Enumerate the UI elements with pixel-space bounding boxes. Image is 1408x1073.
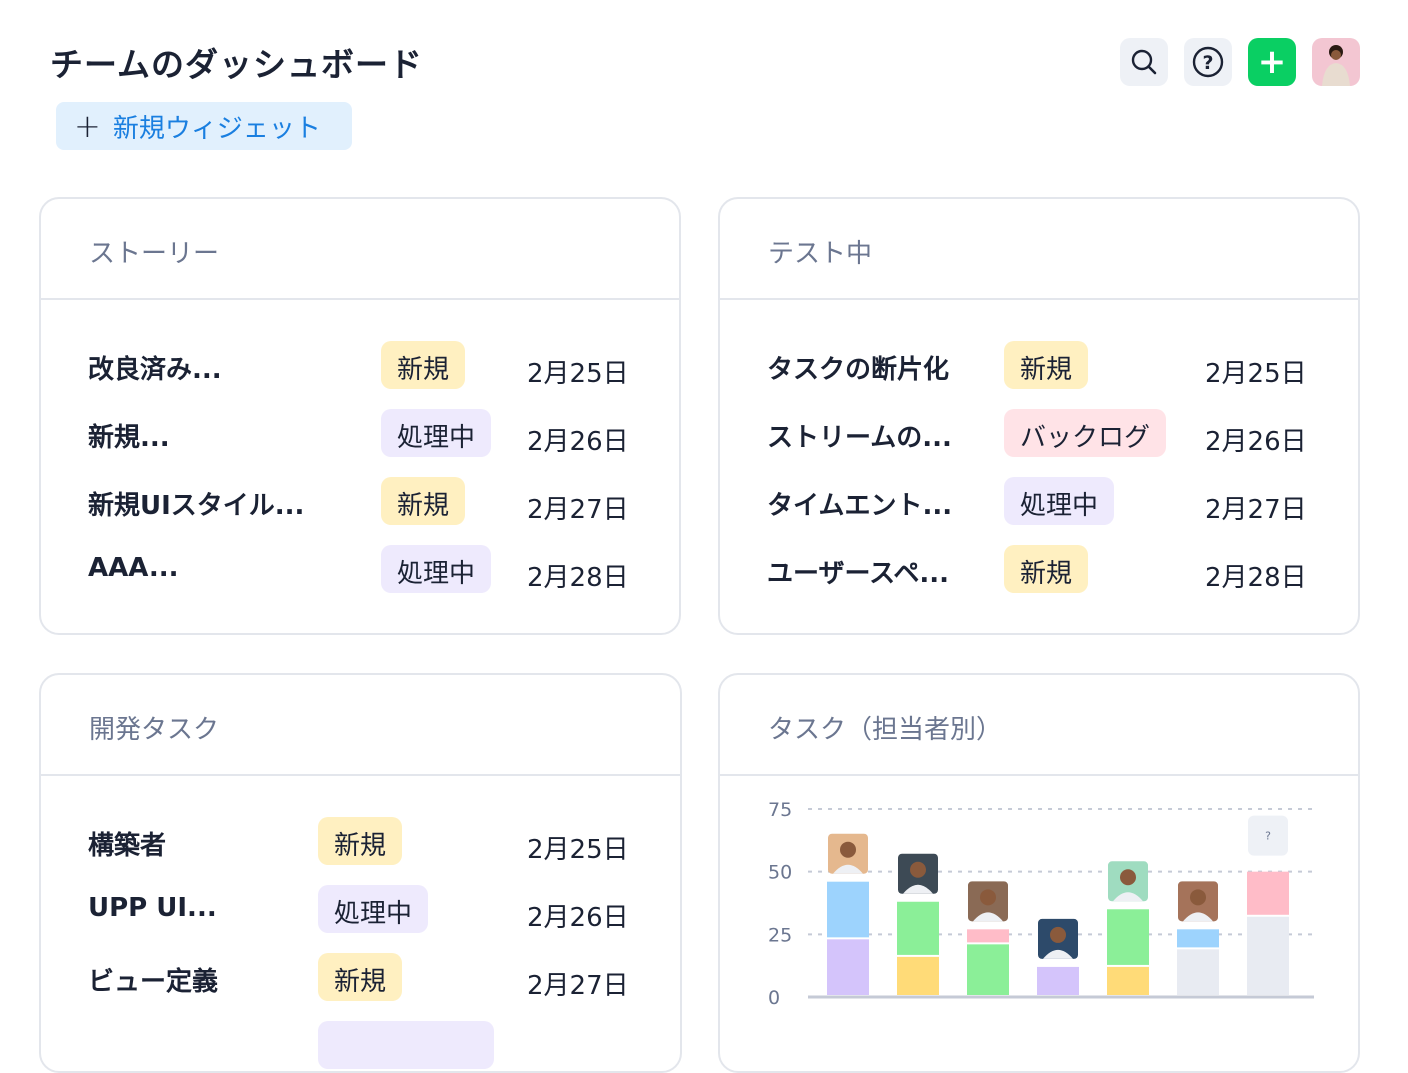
list-item[interactable]: 構築者 新規 2月25日 — [41, 817, 680, 865]
list-item[interactable]: ストリームの... バックログ 2月26日 — [720, 409, 1358, 457]
item-date: 2月28日 — [527, 563, 629, 593]
item-name: 改良済み... — [88, 355, 222, 385]
avatar-body — [903, 884, 933, 894]
new-widget-label: 新規ウィジェット — [112, 113, 321, 144]
bar-segment — [967, 929, 1009, 943]
item-name: AAA... — [88, 553, 179, 583]
item-date: 2月28日 — [1205, 563, 1307, 593]
avatar-body — [1043, 949, 1073, 959]
avatar-face — [1120, 869, 1136, 886]
item-name: タスクの断片化 — [767, 355, 950, 385]
avatar-face — [1190, 889, 1206, 906]
help-icon: ? — [1192, 46, 1224, 78]
item-name: 新規... — [88, 423, 170, 453]
list-item[interactable]: UPP UI... 処理中 2月26日 — [41, 885, 680, 933]
bar-segment — [827, 881, 869, 938]
list-item[interactable]: AAA... 処理中 2月28日 — [41, 545, 679, 593]
item-date: 2月26日 — [1205, 427, 1307, 457]
stories-card: ストーリー 改良済み... 新規 2月25日 新規... 処理中 2月26日 新… — [39, 197, 681, 635]
status-badge: 処理中 — [381, 409, 492, 457]
avatar-face — [980, 889, 996, 906]
plus-icon: + — [74, 107, 101, 145]
item-date: 2月25日 — [1205, 359, 1307, 389]
search-button[interactable] — [1120, 38, 1168, 86]
new-widget-button[interactable]: + 新規ウィジェット — [56, 102, 352, 150]
item-date: 2月27日 — [527, 971, 629, 1001]
bar-segment — [897, 956, 939, 995]
status-badge: 新規 — [318, 953, 403, 1001]
list-item[interactable]: タスクの断片化 新規 2月25日 — [720, 341, 1358, 389]
item-date: 2月27日 — [527, 495, 629, 525]
unassigned-label: ? — [1265, 830, 1271, 843]
y-tick-label: 75 — [768, 799, 792, 821]
bar-segment — [897, 901, 939, 955]
item-name: ユーザースペ... — [767, 559, 949, 589]
y-tick-label: 50 — [768, 862, 792, 884]
bar-segment — [1107, 966, 1149, 995]
bar-segment — [1177, 929, 1219, 948]
item-date: 2月25日 — [527, 835, 629, 865]
list-item[interactable]: 改良済み... 新規 2月25日 — [41, 341, 679, 389]
status-badge: 処理中 — [318, 885, 429, 933]
avatar-body — [973, 912, 1003, 922]
add-button[interactable]: + — [1248, 38, 1296, 86]
status-badge: 新規 — [1004, 545, 1089, 593]
card-title: テスト中 — [720, 199, 1358, 300]
card-title: 開発タスク — [41, 675, 680, 776]
card-title: タスク（担当者別） — [720, 675, 1358, 776]
bar-segment — [1037, 966, 1079, 995]
item-name: ストリームの... — [767, 423, 952, 453]
item-date: 2月26日 — [527, 427, 629, 457]
user-avatar[interactable] — [1312, 38, 1360, 86]
bar-segment — [1107, 909, 1149, 965]
item-date: 2月26日 — [527, 903, 629, 933]
avatar-body — [1183, 912, 1213, 922]
item-name: 構築者 — [88, 831, 167, 861]
tasks-by-assignee-card: タスク（担当者別） 0 25 50 75? — [718, 673, 1360, 1073]
list-item[interactable]: タイムエント... 処理中 2月27日 — [720, 477, 1358, 525]
bar-segment — [1247, 871, 1289, 915]
avatar-face — [1050, 926, 1066, 943]
item-name: タイムエント... — [767, 491, 953, 521]
item-name: 新規UIスタイル... — [88, 491, 305, 521]
list-item[interactable]: 新規UIスタイル... 新規 2月27日 — [41, 477, 679, 525]
card-title: ストーリー — [41, 199, 679, 300]
plus-icon: + — [1257, 42, 1287, 82]
avatar-body — [1113, 892, 1143, 902]
status-badge: 新規 — [381, 341, 466, 389]
item-name: UPP UI... — [88, 893, 217, 923]
item-date: 2月25日 — [527, 359, 629, 389]
status-badge — [318, 1021, 494, 1069]
avatar-face — [840, 841, 856, 858]
testing-card: テスト中 タスクの断片化 新規 2月25日 ストリームの... バックログ 2月… — [718, 197, 1360, 635]
status-badge: 処理中 — [381, 545, 492, 593]
y-tick-label: 25 — [768, 924, 792, 946]
svg-text:?: ? — [1202, 52, 1213, 74]
bar-segment — [1177, 949, 1219, 995]
y-tick-label: 0 — [768, 987, 780, 1009]
item-date: 2月27日 — [1205, 495, 1307, 525]
bar-segment — [827, 939, 869, 995]
list-item[interactable]: ビュー定義 新規 2月27日 — [41, 953, 680, 1001]
avatar-body — [833, 864, 863, 874]
bar-segment — [1247, 916, 1289, 995]
item-name: ビュー定義 — [88, 967, 219, 997]
dev-tasks-card: 開発タスク 構築者 新規 2月25日 UPP UI... 処理中 2月26日 ビ… — [39, 673, 682, 1073]
bar-segment — [967, 944, 1009, 995]
status-badge: 新規 — [318, 817, 403, 865]
unassigned-avatar — [1248, 815, 1288, 856]
user-avatar-image — [1322, 45, 1350, 86]
list-item[interactable]: ユーザースペ... 新規 2月28日 — [720, 545, 1358, 593]
page-title: チームのダッシュボード — [50, 45, 424, 84]
search-icon — [1131, 49, 1157, 75]
help-button[interactable]: ? — [1184, 38, 1232, 86]
status-badge: 新規 — [1004, 341, 1089, 389]
status-badge: 処理中 — [1004, 477, 1115, 525]
tasks-by-assignee-chart: 0 25 50 75? — [768, 799, 1314, 1009]
list-item[interactable]: 新規... 処理中 2月26日 — [41, 409, 679, 457]
status-badge: 新規 — [381, 477, 466, 525]
avatar-face — [910, 861, 926, 878]
status-badge: バックログ — [1004, 409, 1167, 457]
